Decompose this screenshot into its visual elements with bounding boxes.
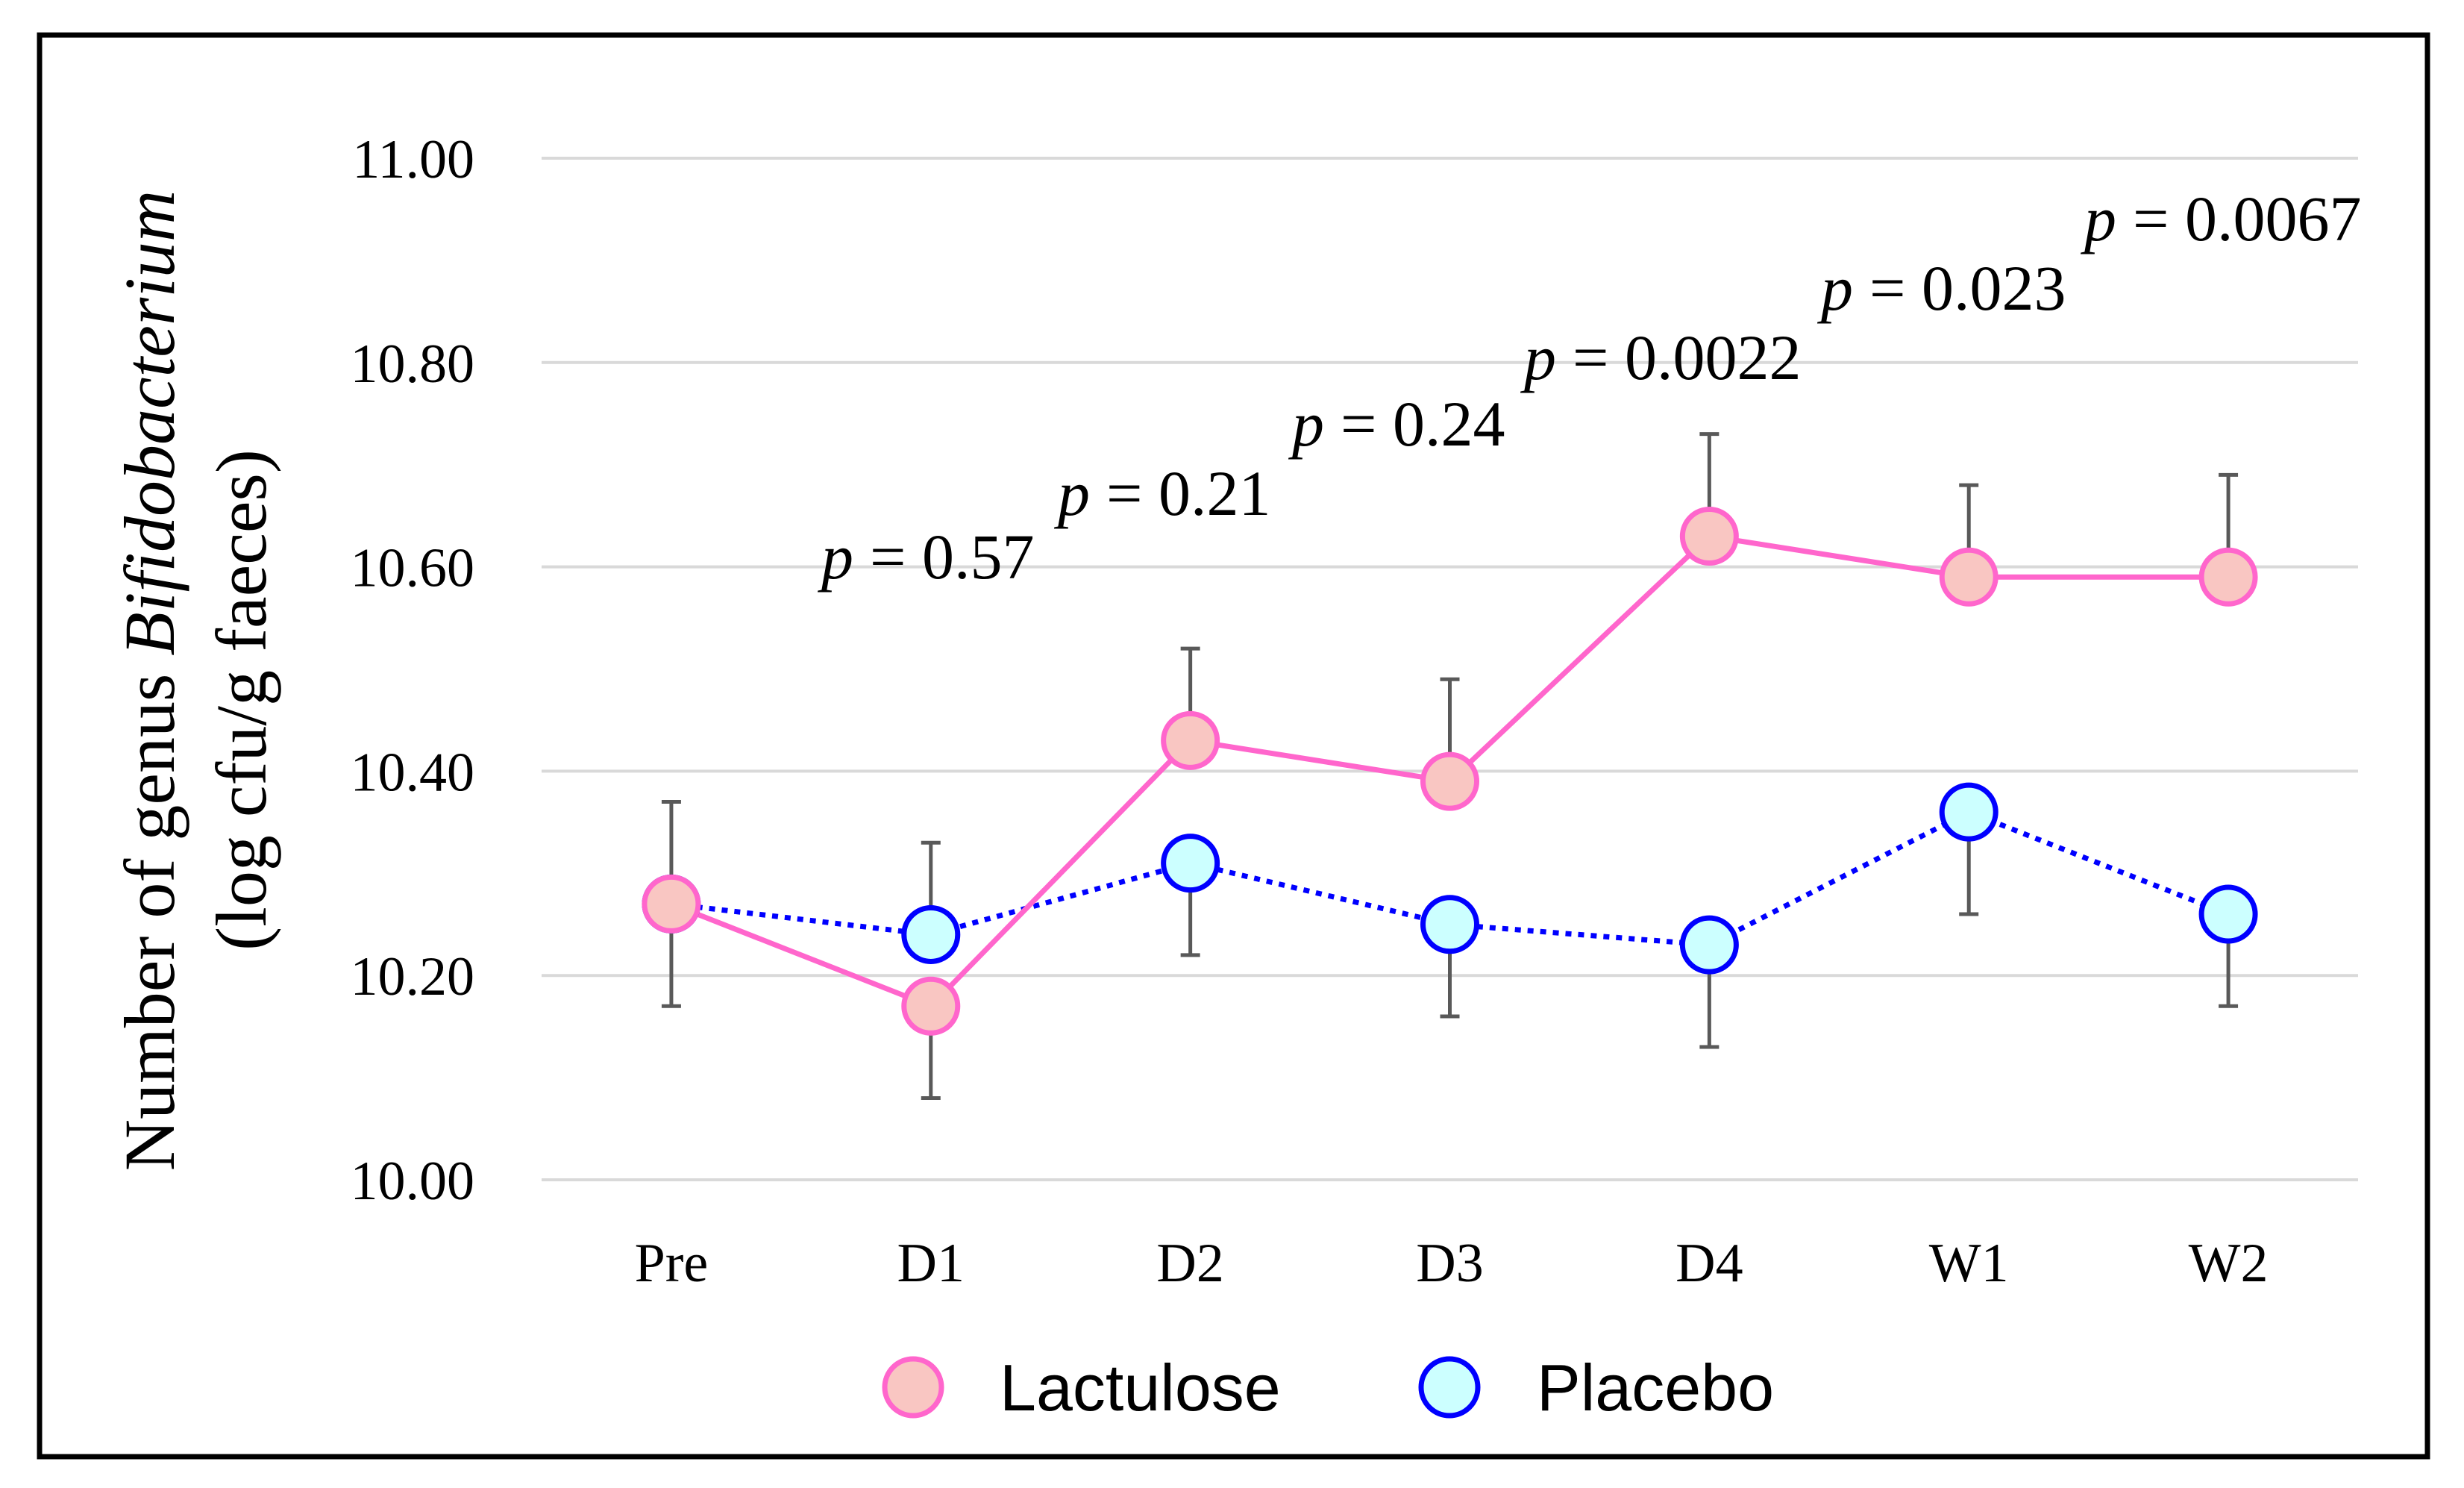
x-tick-label: D3 [1416, 1233, 1483, 1294]
p-value: = 0.57 [870, 521, 1035, 593]
p-value-annotation: p = 0.0067 [2080, 183, 2362, 254]
legend-marker-lactulose [882, 1356, 944, 1419]
y-tick-label: 10.60 [351, 538, 475, 599]
data-point-lactulose [1161, 710, 1220, 770]
p-value: = 0.0067 [2133, 183, 2362, 254]
data-point-placebo [1420, 895, 1479, 954]
legend-label-placebo: Placebo [1537, 1351, 1774, 1425]
data-point-placebo [1161, 834, 1220, 893]
p-value-annotation: p = 0.24 [1288, 388, 1505, 460]
x-tick-label: D4 [1675, 1233, 1743, 1294]
y-axis-title-line-2: (log cfu/g faeces) [201, 449, 281, 951]
data-point-lactulose [1939, 547, 1999, 607]
y-axis-title-line-1: Number of genus Bifidobacterium [110, 190, 189, 1171]
p-value-annotation: p = 0.0022 [1520, 322, 1802, 393]
y-tick-label: 10.40 [351, 742, 475, 803]
p-symbol: p [1816, 252, 1853, 324]
chart-frame [37, 32, 2430, 1460]
legend-label-lactulose: Lactulose [1000, 1351, 1281, 1425]
data-point-lactulose [1679, 507, 1739, 566]
y-tick-label: 10.80 [351, 334, 475, 395]
y-axis-title-genus: Bifidobacterium [110, 190, 189, 656]
data-point-lactulose [642, 874, 701, 934]
x-tick-label: W1 [1929, 1233, 2009, 1294]
x-tick-label: W2 [2189, 1233, 2269, 1294]
p-value: = 0.21 [1106, 457, 1271, 529]
y-tick-label: 10.20 [351, 946, 475, 1007]
data-point-lactulose [901, 976, 961, 1036]
x-tick-label: D1 [897, 1233, 965, 1294]
p-value-annotation: p = 0.023 [1816, 252, 2066, 324]
x-tick-label: Pre [635, 1233, 709, 1294]
y-tick-label: 11.00 [352, 129, 474, 190]
y-axis-title-text: Number of genus [110, 674, 189, 1172]
p-symbol: p [1288, 388, 1324, 460]
gridlines [542, 157, 2358, 1181]
p-value: = 0.023 [1869, 252, 2066, 324]
p-value-annotation: p = 0.21 [1053, 457, 1271, 529]
data-point-placebo [901, 904, 961, 964]
data-point-placebo [1939, 782, 1999, 842]
p-value-annotation: p = 0.57 [817, 521, 1035, 593]
data-point-lactulose [1420, 751, 1479, 811]
data-point-lactulose [2198, 547, 2258, 607]
y-tick-label: 10.00 [351, 1151, 475, 1212]
data-point-placebo [2198, 884, 2258, 944]
legend: Lactulose Placebo [882, 1351, 1774, 1425]
x-tick-label: D2 [1156, 1233, 1223, 1294]
data-points [642, 507, 2258, 1036]
legend-marker-placebo [1418, 1356, 1481, 1419]
x-axis-tick-labels: Pre D1 D2 D3 D4 W1 W2 [635, 1233, 2269, 1294]
p-symbol: p [1520, 322, 1556, 393]
p-symbol: p [2080, 183, 2116, 254]
y-axis-tick-labels: 10.00 10.20 10.40 10.60 10.80 11.00 [351, 129, 475, 1212]
p-symbol: p [817, 521, 853, 593]
data-point-placebo [1679, 915, 1739, 975]
p-value: = 0.0022 [1573, 322, 1802, 393]
p-symbol: p [1053, 457, 1090, 529]
p-value: = 0.24 [1341, 388, 1505, 460]
